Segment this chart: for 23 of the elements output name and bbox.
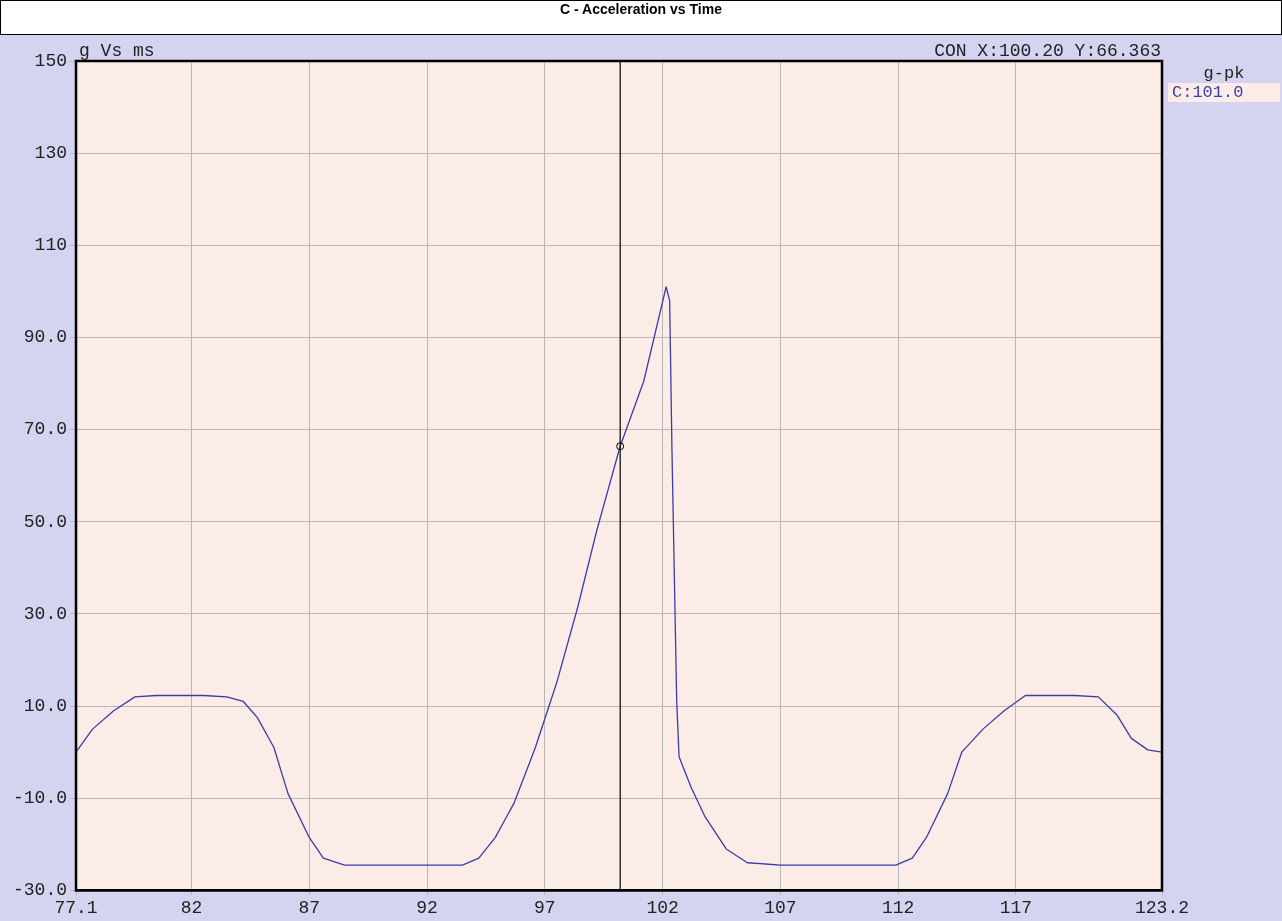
x-tick-label: 82 [180,897,203,918]
x-tick-label: 123.2 [1134,897,1190,918]
y-tick-label: 90.0 [23,327,68,348]
legend-title: g-pk [1202,64,1246,83]
y-axis-title: g Vs ms [79,40,155,61]
x-tick-label: 102 [646,897,679,918]
y-tick-label: 70.0 [23,419,68,440]
y-tick-label: 110 [34,235,68,256]
y-tick-label: 30.0 [23,603,68,624]
x-tick-label: 112 [881,897,915,918]
x-tick-label: 117 [999,897,1033,918]
y-tick-label: 130 [34,142,68,163]
text: C:101.0 [1172,83,1245,102]
x-tick-label: 92 [416,897,438,918]
x-tick-label: 107 [764,897,797,918]
y-tick-label: 150 [34,50,68,71]
text: CON X:100.20 Y:66.363 [934,40,1161,61]
y-tick-label: 50.0 [23,511,68,532]
x-tick-label: 87 [298,897,321,918]
x-tick-label: 97 [533,897,556,918]
y-tick-label: 10.0 [23,695,68,716]
y-tick-label: -10.0 [12,788,68,809]
chart-title: C - Acceleration vs Time [0,0,1282,35]
